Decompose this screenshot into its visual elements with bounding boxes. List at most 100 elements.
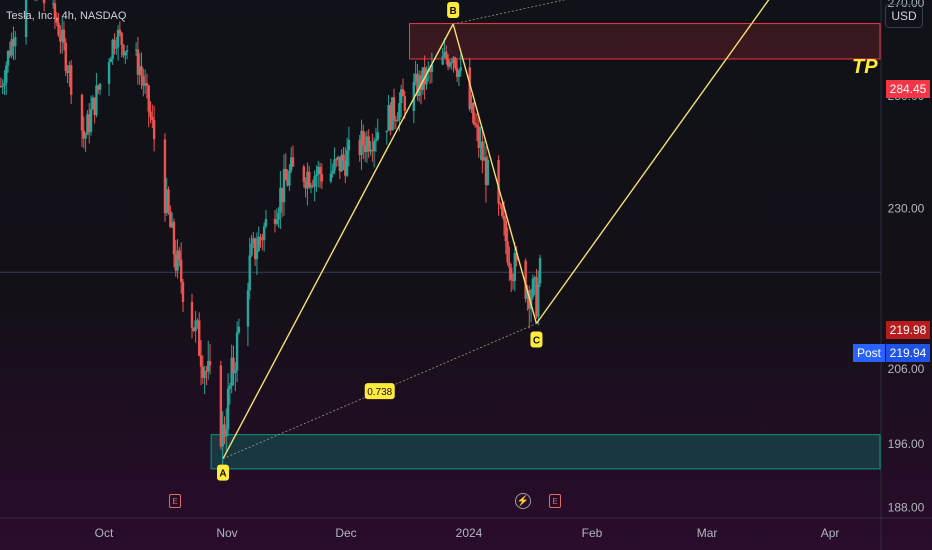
ratio-line-BD — [453, 0, 566, 25]
x-tick-label-4: Feb — [582, 526, 603, 540]
candle-body — [331, 170, 334, 174]
candle-body — [279, 187, 282, 213]
candle-body — [446, 59, 450, 67]
candle-body — [497, 159, 500, 204]
candle-body — [372, 141, 376, 152]
candle-body — [412, 81, 416, 111]
candle-body — [425, 69, 428, 85]
support-zone — [210, 434, 881, 470]
candle-body — [511, 279, 515, 282]
candle-body — [333, 159, 336, 171]
candle-body — [95, 85, 98, 115]
candle-body — [374, 139, 378, 142]
candle-body — [228, 385, 232, 389]
currency-button[interactable]: USD — [885, 4, 923, 28]
candle-body — [111, 39, 114, 60]
candle-body — [147, 85, 150, 112]
candle-body — [358, 139, 361, 156]
candle-body — [318, 166, 322, 175]
candle-body — [392, 97, 396, 120]
candle-body — [441, 56, 444, 65]
candle-body — [252, 238, 255, 244]
candle-body — [450, 62, 453, 64]
candle-body — [208, 361, 212, 366]
earnings-event-icon[interactable]: E — [169, 494, 181, 508]
pattern-leg-AB — [222, 23, 454, 460]
candle-body — [291, 157, 295, 167]
candle-body — [537, 283, 540, 317]
candle-body — [363, 145, 367, 153]
candle-body — [93, 97, 96, 115]
candle-body — [320, 174, 324, 182]
candle-body — [515, 252, 518, 261]
candle-body — [163, 139, 167, 214]
candle-body — [275, 219, 278, 224]
candle-body — [329, 173, 333, 182]
candle-body — [502, 215, 506, 221]
ratio-line-AC — [222, 323, 537, 460]
candle-body — [109, 59, 113, 63]
x-tick-label-6: Apr — [821, 526, 840, 540]
candle-body — [53, 3, 57, 18]
candle-body — [524, 260, 527, 299]
candle-body — [396, 120, 399, 122]
candle-body — [82, 130, 86, 139]
candle-body — [280, 187, 284, 203]
candle-body — [199, 355, 203, 367]
candle-body — [533, 277, 536, 279]
split-event-icon[interactable]: ⚡ — [515, 493, 531, 509]
candle-body — [89, 109, 93, 132]
candle-body — [172, 221, 176, 255]
candle-body — [86, 114, 89, 135]
y-tick-label-6: 196.00 — [888, 437, 925, 451]
candle-body — [134, 49, 138, 51]
candle-body — [51, 3, 55, 5]
candle-body — [459, 67, 462, 71]
candle-body — [371, 149, 374, 152]
candle-body — [477, 126, 480, 148]
candle-body — [311, 185, 315, 187]
candle-body — [192, 327, 196, 332]
candle-body — [470, 102, 473, 110]
candle-body — [167, 189, 170, 212]
pattern-point-label-A: A — [219, 469, 226, 480]
candle-body — [3, 83, 6, 86]
pattern-point-label-B: B — [450, 6, 457, 17]
symbol-title[interactable]: Tesla, Inc., 4h, NASDAQ — [6, 10, 127, 22]
candle-body — [1, 85, 4, 87]
candle-body — [237, 326, 241, 333]
pattern-leg-CD — [535, 0, 770, 324]
candle-body — [205, 370, 208, 372]
candle-body — [452, 57, 455, 63]
candle-body — [473, 123, 477, 125]
candle-body — [88, 114, 91, 132]
candle-body — [62, 29, 66, 43]
candle-body — [365, 136, 369, 153]
candle-body — [401, 89, 405, 97]
candle-body — [69, 65, 73, 95]
earnings-event-icon-2[interactable]: E — [549, 494, 561, 508]
candle-body — [508, 262, 511, 268]
candle-body — [360, 130, 363, 156]
candle-body — [430, 64, 434, 72]
candle-body — [203, 370, 206, 378]
post-market-label: Post — [853, 344, 885, 362]
candle-body — [24, 0, 28, 38]
y-tick-label-7: 188.00 — [888, 500, 925, 514]
candle-body — [455, 68, 459, 77]
candle-body — [335, 159, 338, 161]
ratio-label-0: 0.738 — [367, 387, 392, 398]
candle-body — [376, 132, 379, 140]
candle-body — [475, 124, 479, 127]
candle-body — [479, 141, 482, 148]
candle-body — [448, 62, 452, 67]
pattern-point-badge-A — [217, 464, 230, 481]
candle-body — [151, 117, 154, 120]
candle-body — [289, 157, 293, 171]
candle-body — [538, 257, 542, 284]
candle-body — [221, 424, 224, 447]
candle-body — [385, 130, 388, 133]
target-price-tag: 284.45 — [886, 80, 930, 98]
candle-body — [526, 290, 529, 299]
